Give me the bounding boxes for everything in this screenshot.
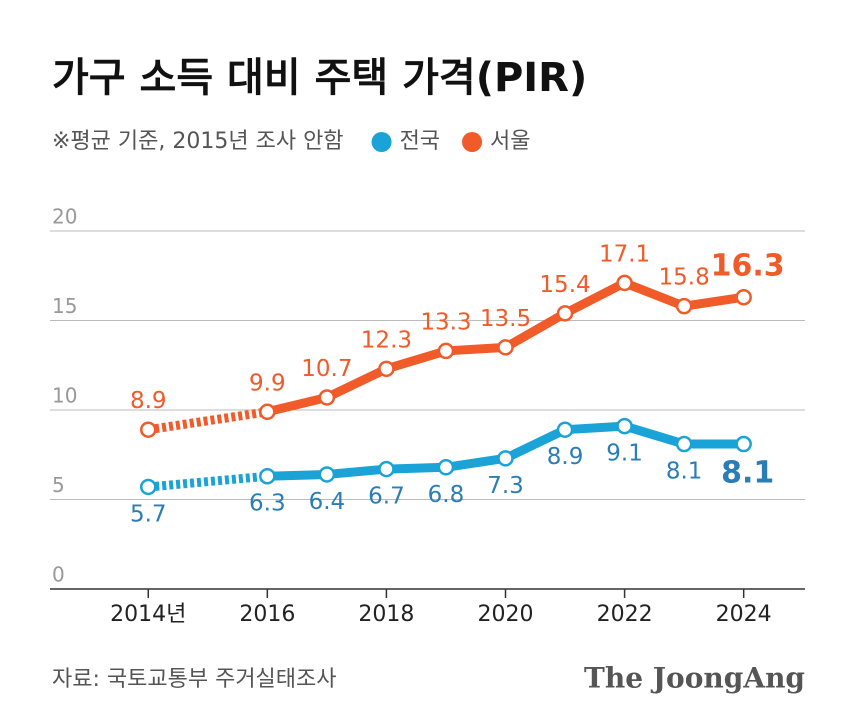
x-tick-label: 2024 bbox=[716, 602, 772, 627]
x-tick-label: 2020 bbox=[478, 602, 534, 627]
legend-marker bbox=[371, 132, 392, 152]
point bbox=[259, 467, 276, 485]
point bbox=[497, 450, 514, 467]
data-label: 6.3 bbox=[249, 491, 286, 517]
data-label: 6.4 bbox=[309, 489, 346, 515]
y-tick-label: 20 bbox=[52, 205, 77, 229]
y-tick-label: 0 bbox=[52, 563, 65, 587]
data-label: 8.9 bbox=[547, 444, 584, 470]
point bbox=[556, 421, 574, 438]
point bbox=[259, 403, 276, 421]
point bbox=[735, 288, 752, 306]
data-label: 13.5 bbox=[480, 306, 531, 332]
point bbox=[378, 460, 395, 478]
data-label: 13.3 bbox=[420, 309, 471, 335]
point bbox=[735, 435, 752, 453]
data-label: 15.8 bbox=[659, 265, 710, 291]
data-label: 6.8 bbox=[428, 482, 465, 508]
data-label: 9.1 bbox=[606, 441, 643, 467]
point bbox=[378, 360, 395, 378]
point bbox=[318, 466, 336, 483]
x-tick-label: 2014년 bbox=[110, 602, 186, 627]
point bbox=[616, 417, 633, 435]
point bbox=[616, 274, 633, 292]
data-label: 7.3 bbox=[487, 473, 524, 499]
data-label: 17.1 bbox=[599, 241, 650, 267]
point bbox=[437, 342, 455, 360]
y-tick-label: 10 bbox=[52, 384, 77, 408]
data-label: 9.9 bbox=[249, 370, 286, 396]
point bbox=[437, 459, 455, 476]
point bbox=[675, 297, 693, 315]
point bbox=[675, 435, 693, 453]
chart-title: 가구 소득 대비 주택 가격(PIR) bbox=[52, 55, 587, 101]
point bbox=[139, 421, 157, 438]
legend-label: 서울 bbox=[490, 129, 530, 154]
subtitle: ※평균 기준, 2015년 조사 안함 bbox=[52, 129, 344, 154]
brand: The JoongAng bbox=[584, 662, 805, 695]
data-label: 5.7 bbox=[130, 501, 167, 527]
legend-label: 전국 bbox=[400, 129, 440, 154]
y-tick-label: 15 bbox=[52, 294, 77, 318]
data-label: 16.3 bbox=[711, 249, 785, 284]
legend-marker bbox=[462, 132, 483, 152]
x-tick-label: 2016 bbox=[239, 602, 295, 627]
x-tick-label: 2018 bbox=[358, 602, 414, 627]
data-label: 6.7 bbox=[368, 484, 405, 510]
data-label: 12.3 bbox=[361, 327, 412, 353]
point bbox=[139, 478, 157, 496]
point bbox=[556, 305, 574, 322]
data-label: 8.1 bbox=[666, 459, 703, 485]
series-line bbox=[147, 421, 744, 492]
point bbox=[318, 389, 336, 406]
data-label: 8.1 bbox=[721, 456, 774, 491]
series-line bbox=[147, 278, 745, 435]
source: 자료: 국토교통부 주거실태조사 bbox=[52, 667, 337, 692]
data-label: 15.4 bbox=[539, 272, 590, 298]
data-label: 10.7 bbox=[301, 356, 352, 382]
y-tick-label: 5 bbox=[52, 473, 65, 497]
data-label: 8.9 bbox=[130, 388, 167, 414]
point bbox=[497, 339, 514, 356]
x-tick-label: 2022 bbox=[597, 602, 653, 627]
